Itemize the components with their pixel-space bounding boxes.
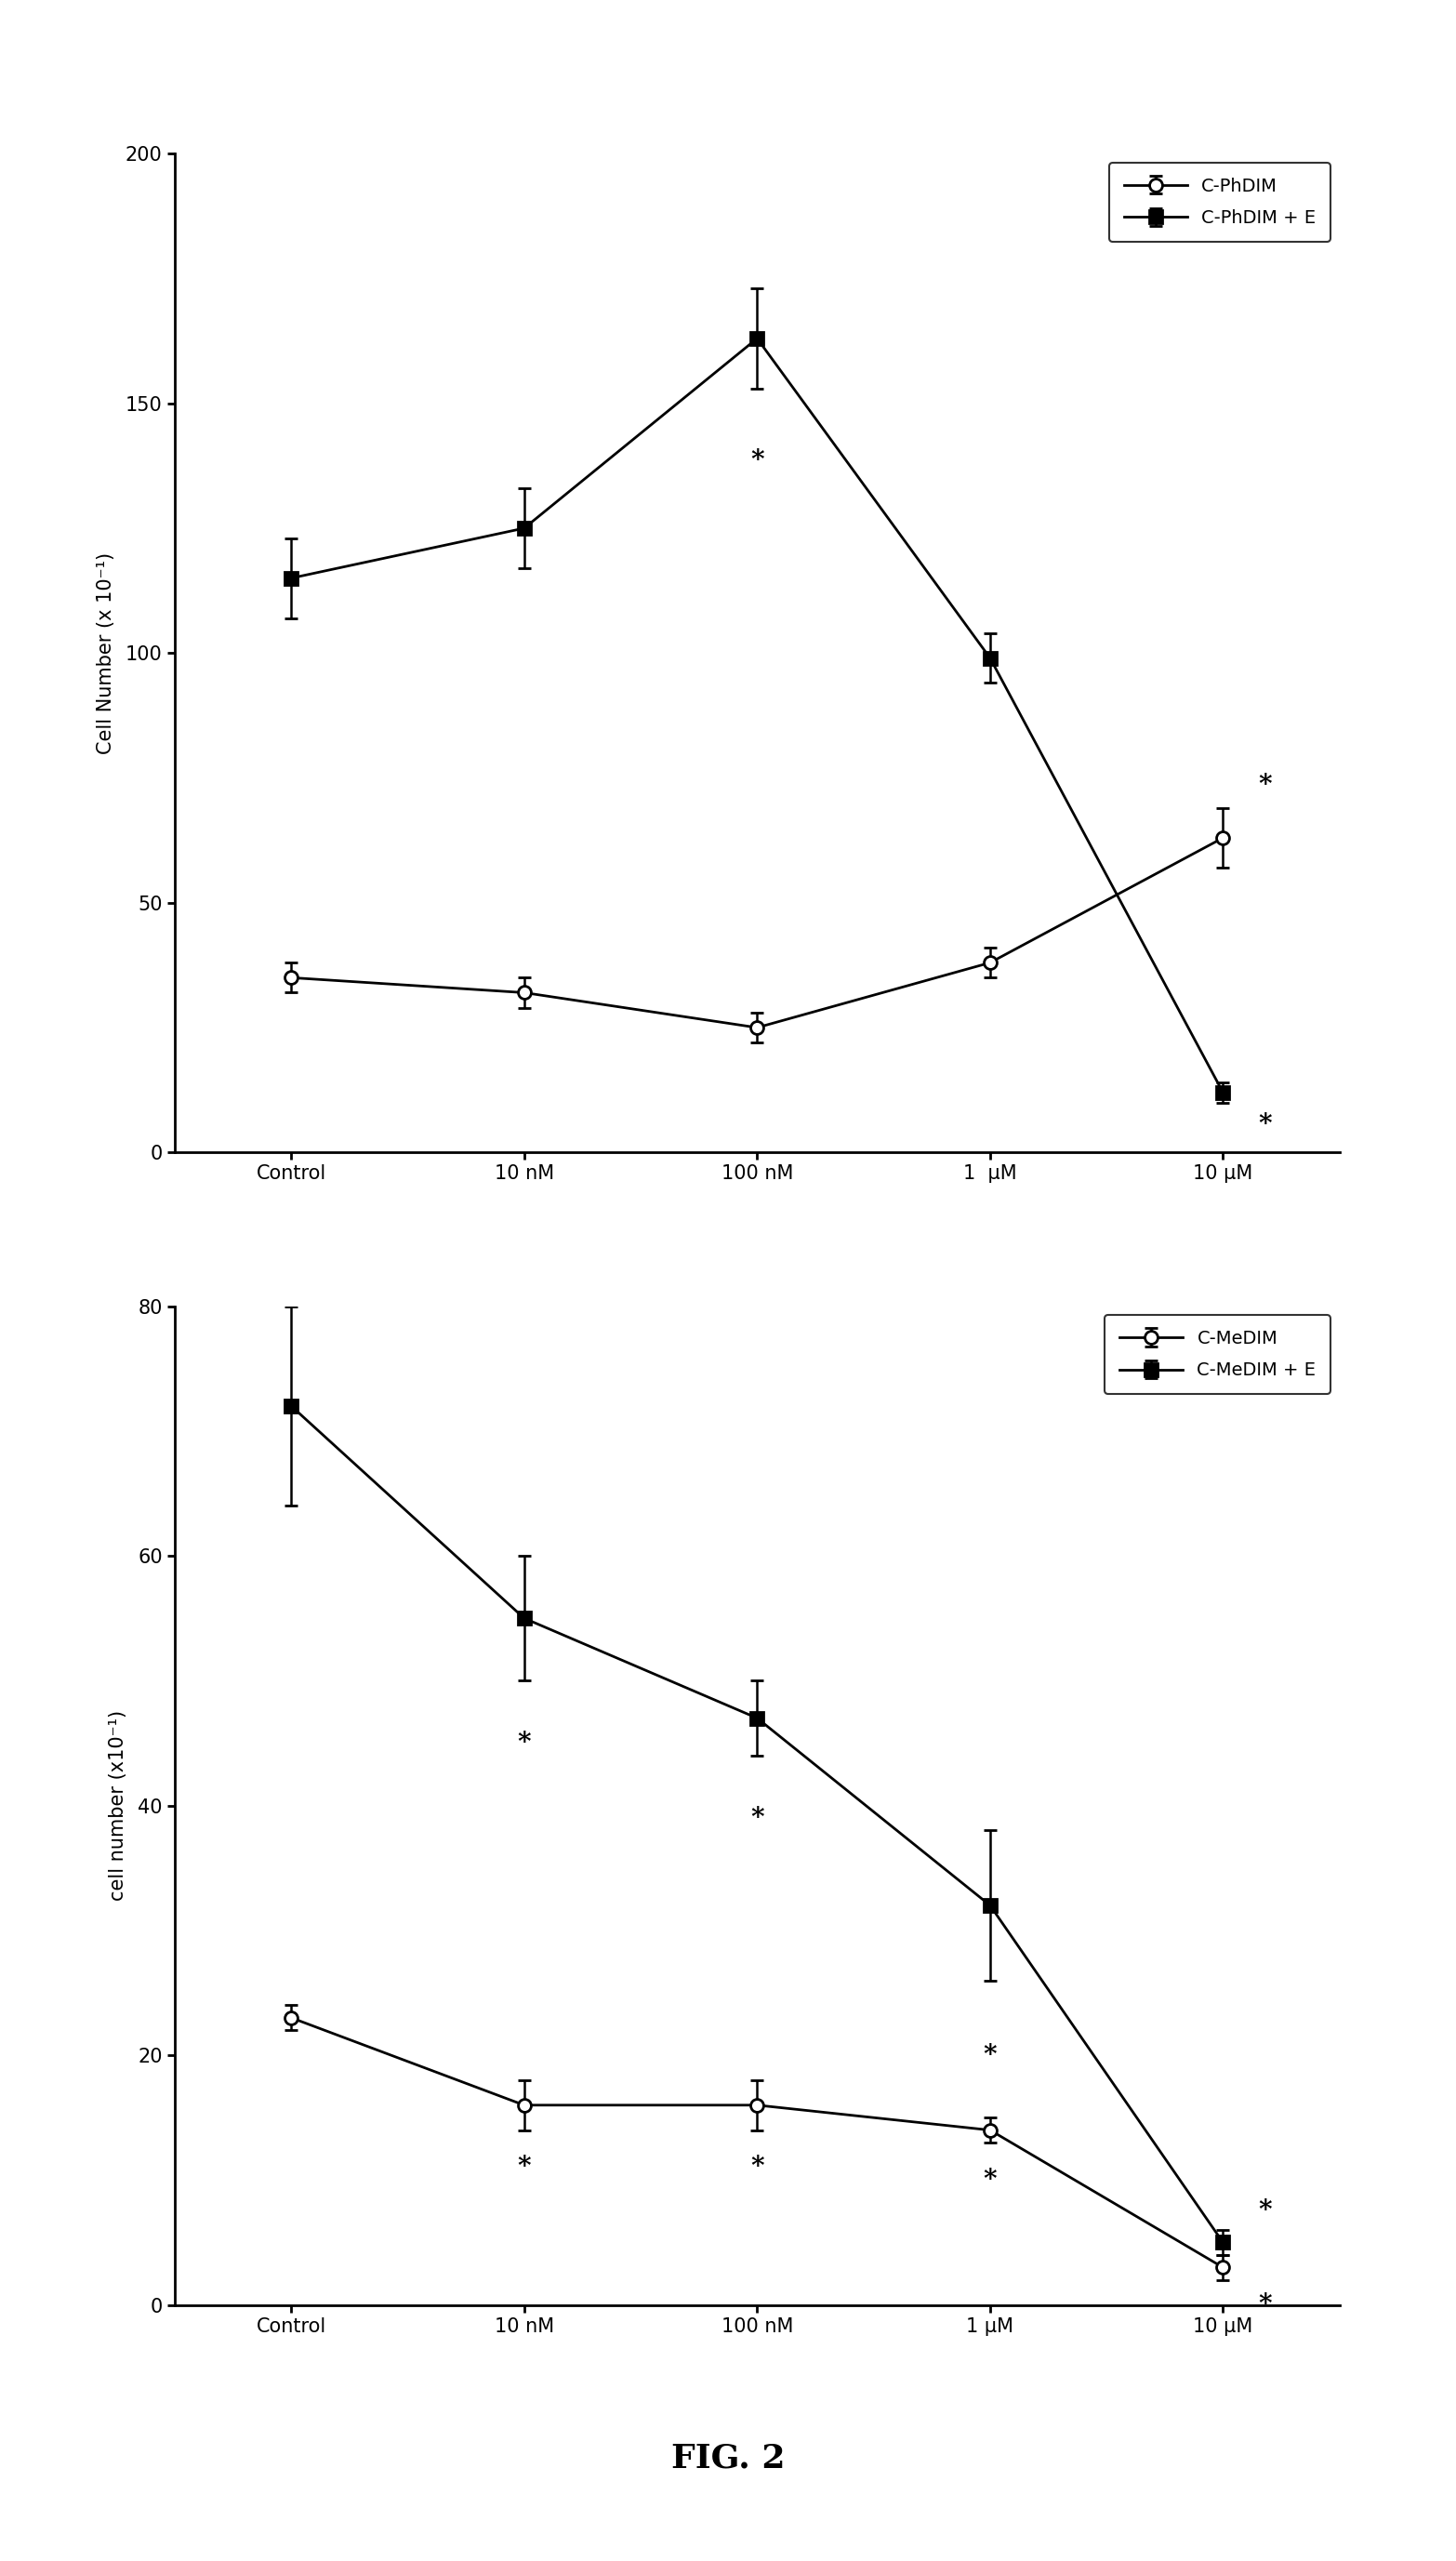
Legend: C-PhDIM, C-PhDIM + E: C-PhDIM, C-PhDIM + E [1109,164,1331,241]
Text: *: * [1258,2200,1271,2223]
Text: *: * [983,2167,997,2192]
Text: *: * [750,2156,764,2179]
Text: *: * [750,1806,764,1831]
Legend: C-MeDIM, C-MeDIM + E: C-MeDIM, C-MeDIM + E [1105,1316,1331,1393]
Text: *: * [750,448,764,474]
Text: *: * [517,1731,531,1757]
Text: *: * [1258,2292,1271,2318]
Text: *: * [1258,773,1271,799]
Text: FIG. 2: FIG. 2 [671,2443,785,2474]
Text: *: * [517,2156,531,2179]
Y-axis label: Cell Number (x 10⁻¹): Cell Number (x 10⁻¹) [96,553,115,753]
Y-axis label: cell number (x10⁻¹): cell number (x10⁻¹) [109,1711,127,1900]
Text: *: * [1258,1111,1271,1137]
Text: *: * [983,2044,997,2067]
